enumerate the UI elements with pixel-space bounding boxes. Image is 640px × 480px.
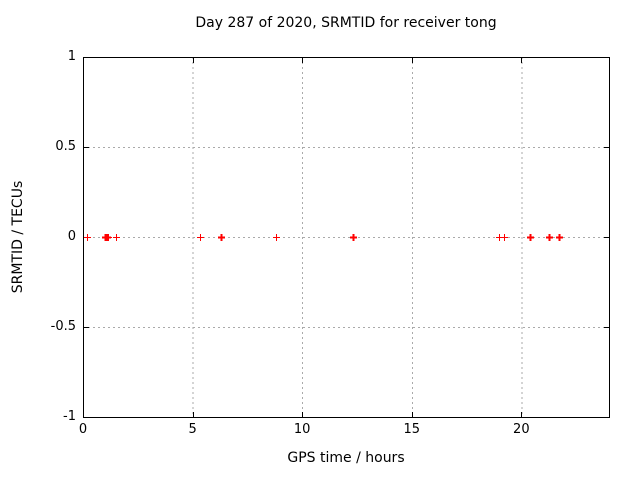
data-point-marker (556, 234, 563, 241)
x-tick-label: 20 (513, 422, 530, 437)
x-tick-label: 10 (293, 422, 311, 437)
data-point-marker (546, 234, 553, 241)
data-point-marker (273, 234, 280, 241)
y-tick-label: 1 (67, 49, 76, 64)
data-point-marker (527, 234, 534, 241)
x-tick-label: 5 (188, 422, 197, 437)
y-tick-label: -1 (63, 409, 76, 424)
y-tick-label: 0.5 (55, 139, 76, 154)
data-point-marker (113, 234, 120, 241)
y-tick-label: -0.5 (50, 319, 76, 334)
y-tick-label: 0 (67, 229, 76, 244)
data-point-marker (105, 234, 112, 241)
data-point-marker (218, 234, 225, 241)
data-point-marker (84, 234, 91, 241)
data-point-marker (350, 234, 357, 241)
data-point-marker (501, 234, 508, 241)
x-axis-label: GPS time / hours (287, 450, 405, 466)
chart-title: Day 287 of 2020, SRMTID for receiver ton… (195, 15, 497, 31)
x-tick-label: 0 (78, 422, 88, 437)
data-point-marker (197, 234, 204, 241)
plot-border (83, 57, 610, 418)
x-tick-label: 15 (403, 422, 421, 437)
